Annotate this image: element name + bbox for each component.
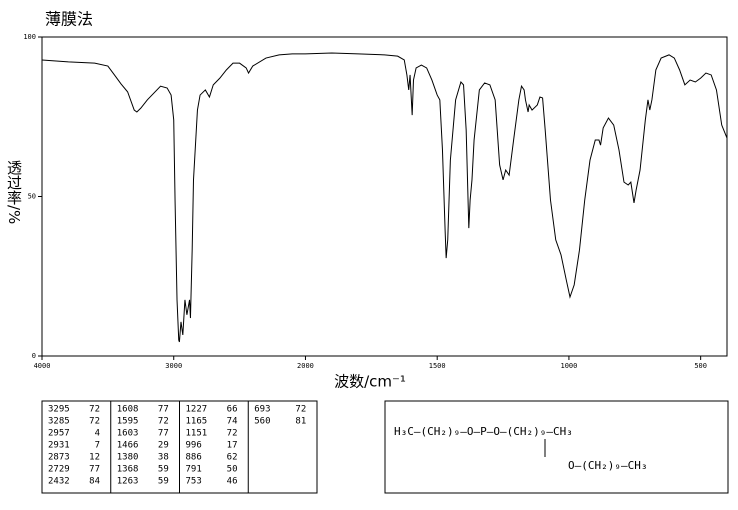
chart-title: 薄膜法 <box>45 10 93 29</box>
structure-main: H₃C—(CH₂)₉—O—P—O—(CH₂)₉—CH₃ <box>394 425 573 438</box>
peak-transmittance: 59 <box>158 477 169 487</box>
peak-transmittance: 72 <box>295 405 306 415</box>
peak-wavenumber: 693 <box>254 405 270 415</box>
peak-transmittance: 84 <box>89 477 100 487</box>
peak-wavenumber: 1263 <box>117 477 139 487</box>
peak-wavenumber: 1603 <box>117 429 139 439</box>
peak-wavenumber: 2931 <box>48 441 70 451</box>
plot-frame <box>41 36 728 357</box>
x-tick-label: 2000 <box>297 362 314 370</box>
peak-wavenumber: 1151 <box>186 429 208 439</box>
peak-transmittance: 62 <box>227 453 238 463</box>
peak-wavenumber: 1466 <box>117 441 139 451</box>
y-tick-label: 100 <box>23 33 36 41</box>
x-tick-label: 1500 <box>429 362 446 370</box>
peak-transmittance: 77 <box>158 429 169 439</box>
peak-transmittance: 74 <box>227 417 238 427</box>
peak-transmittance: 72 <box>89 405 100 415</box>
peak-wavenumber: 560 <box>254 417 270 427</box>
peak-transmittance: 72 <box>158 417 169 427</box>
peak-transmittance: 72 <box>227 429 238 439</box>
peak-transmittance: 38 <box>158 453 169 463</box>
x-axis-label: 波数/cm⁻¹ <box>334 373 406 391</box>
peak-transmittance: 17 <box>227 441 238 451</box>
peak-transmittance: 77 <box>158 405 169 415</box>
peak-wavenumber: 886 <box>186 453 202 463</box>
structure-frame <box>384 400 729 494</box>
peak-wavenumber: 3285 <box>48 417 70 427</box>
x-tick-label: 3000 <box>165 362 182 370</box>
x-tick-label: 4000 <box>34 362 51 370</box>
peak-wavenumber: 3295 <box>48 405 70 415</box>
peak-wavenumber: 1380 <box>117 453 139 463</box>
y-tick-label: 50 <box>28 193 36 201</box>
peak-transmittance: 46 <box>227 477 238 487</box>
peak-transmittance: 59 <box>158 465 169 475</box>
peak-wavenumber: 2873 <box>48 453 70 463</box>
peak-wavenumber: 1368 <box>117 465 139 475</box>
peak-wavenumber: 753 <box>186 477 202 487</box>
x-tick-label: 500 <box>694 362 707 370</box>
peak-transmittance: 77 <box>89 465 100 475</box>
x-tick-label: 1000 <box>560 362 577 370</box>
peak-wavenumber: 1165 <box>186 417 208 427</box>
y-axis-label: 透过率/% <box>5 160 23 224</box>
structure-branch: O—(CH₂)₉—CH₃ <box>568 459 647 472</box>
peak-wavenumber: 1227 <box>186 405 208 415</box>
peak-transmittance: 81 <box>295 417 306 427</box>
peak-wavenumber: 2729 <box>48 465 70 475</box>
peak-wavenumber: 1595 <box>117 417 139 427</box>
peak-wavenumber: 2432 <box>48 477 70 487</box>
peak-transmittance: 66 <box>227 405 238 415</box>
peak-transmittance: 50 <box>227 465 238 475</box>
peak-wavenumber: 2957 <box>48 429 70 439</box>
peak-wavenumber: 791 <box>186 465 202 475</box>
spectrum-line <box>41 52 728 343</box>
peak-transmittance: 4 <box>95 429 100 439</box>
peak-transmittance: 29 <box>158 441 169 451</box>
peak-transmittance: 7 <box>95 441 100 451</box>
peak-transmittance: 72 <box>89 417 100 427</box>
peak-transmittance: 12 <box>89 453 100 463</box>
y-tick-label: 0 <box>32 352 36 360</box>
peak-wavenumber: 996 <box>186 441 202 451</box>
peak-wavenumber: 1608 <box>117 405 139 415</box>
